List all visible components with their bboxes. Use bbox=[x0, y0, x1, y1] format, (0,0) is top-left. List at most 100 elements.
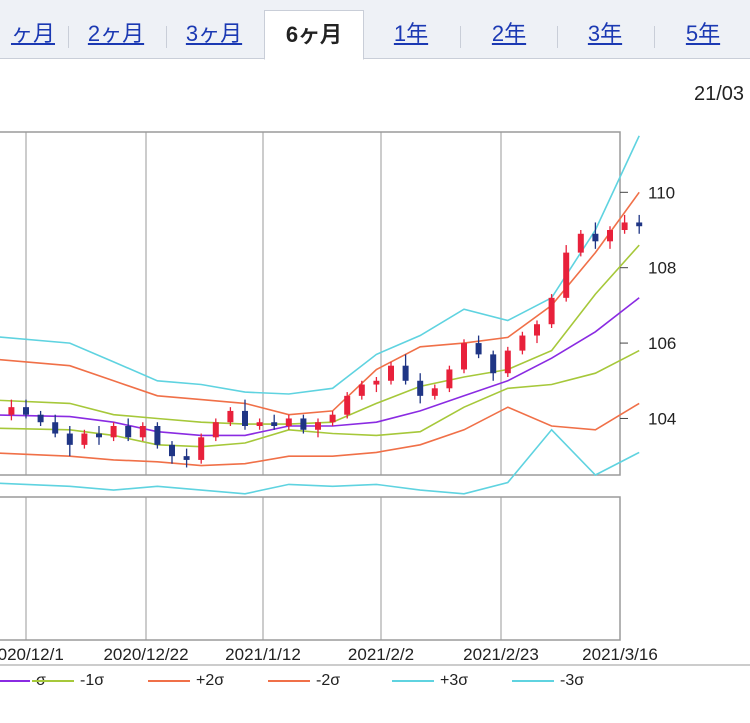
candle-body bbox=[96, 433, 102, 438]
candle bbox=[358, 380, 365, 400]
legend-item-plus3: +3σ bbox=[392, 672, 468, 690]
candle-body bbox=[592, 233, 599, 242]
candle-body bbox=[285, 418, 292, 426]
candle-body bbox=[329, 414, 336, 423]
candle-body bbox=[183, 456, 190, 460]
header-date: 21/03 bbox=[694, 83, 745, 105]
band-m1 bbox=[0, 349, 640, 448]
candle bbox=[548, 294, 555, 328]
candle-body bbox=[110, 426, 117, 438]
candle bbox=[183, 448, 190, 468]
x-tick-label: 2021/2/2 bbox=[348, 645, 414, 664]
candle-body bbox=[490, 354, 497, 374]
tab-5-years[interactable]: 5年 bbox=[685, 21, 721, 46]
y-axis-ticks: 104 106 108 110 bbox=[620, 183, 676, 428]
candle bbox=[461, 339, 467, 374]
candle bbox=[198, 433, 205, 464]
candle-body bbox=[563, 252, 570, 298]
candle bbox=[23, 399, 29, 419]
y-tick-label: 104 bbox=[648, 409, 676, 428]
candle-body bbox=[621, 222, 628, 230]
band-p1 bbox=[0, 244, 640, 425]
candle bbox=[300, 414, 307, 434]
x-axis-ticks: 2020/12/1 2020/12/22 2021/1/12 2021/2/2 2021… bbox=[0, 645, 658, 664]
tab-1-year[interactable]: 1年 bbox=[393, 21, 429, 46]
candle bbox=[417, 373, 424, 404]
tab-2-months[interactable]: 2ヶ月 bbox=[87, 21, 145, 46]
candle bbox=[446, 365, 453, 393]
candle-body bbox=[81, 433, 88, 445]
candle bbox=[256, 418, 263, 430]
candle-body bbox=[139, 426, 146, 438]
tab-separator bbox=[654, 26, 655, 48]
candle-body bbox=[417, 380, 424, 396]
tab-3-years[interactable]: 3年 bbox=[587, 21, 623, 46]
candle-body bbox=[358, 384, 365, 396]
candle bbox=[154, 422, 161, 449]
candle-body bbox=[607, 230, 613, 242]
tab-separator bbox=[460, 26, 461, 48]
candle-body bbox=[212, 422, 219, 438]
candle-body bbox=[300, 418, 307, 430]
candlesticks bbox=[8, 214, 643, 468]
candle bbox=[373, 377, 380, 393]
y-tick-label: 110 bbox=[648, 183, 675, 202]
legend-item-minus2: -2σ bbox=[268, 672, 340, 690]
candle bbox=[125, 418, 132, 442]
candle bbox=[519, 331, 526, 355]
candle-body bbox=[271, 422, 278, 426]
x-tick-label: 2021/1/12 bbox=[225, 645, 301, 664]
legend-item-plus2: +2σ bbox=[148, 672, 224, 690]
candle-body bbox=[577, 233, 584, 253]
candle bbox=[329, 410, 336, 426]
candle-body bbox=[475, 343, 482, 355]
candle bbox=[285, 414, 292, 430]
legend-item-minus3: -3σ bbox=[512, 672, 584, 690]
tab-2-years[interactable]: 2年 bbox=[491, 21, 527, 46]
candle bbox=[52, 414, 59, 438]
legend: σ -1σ +2σ -2σ +3σ -3σ bbox=[0, 668, 750, 698]
candle bbox=[344, 392, 351, 419]
candle bbox=[110, 422, 117, 442]
candle bbox=[607, 226, 613, 249]
tab-separator bbox=[68, 26, 69, 48]
candle-body bbox=[388, 365, 394, 381]
candle bbox=[212, 418, 219, 442]
candle-body bbox=[446, 369, 453, 389]
candle bbox=[592, 222, 599, 249]
candle bbox=[388, 361, 394, 385]
candle-body bbox=[315, 422, 321, 430]
candle-body bbox=[8, 407, 15, 415]
x-tick-label: 2020/12/1 bbox=[0, 645, 64, 664]
chart-grid bbox=[0, 131, 750, 666]
tab-3-months[interactable]: 3ヶ月 bbox=[185, 21, 243, 46]
tab-1-month[interactable]: ヶ月 bbox=[10, 21, 55, 46]
candle bbox=[315, 418, 321, 438]
candle-body bbox=[242, 410, 248, 426]
x-tick-label: 2021/2/23 bbox=[463, 645, 539, 664]
candle-body bbox=[548, 297, 555, 325]
candle-body bbox=[125, 426, 132, 438]
band-p3 bbox=[0, 135, 640, 395]
band-ma bbox=[0, 297, 640, 437]
candle bbox=[96, 426, 102, 445]
candle bbox=[37, 410, 44, 426]
candle-body bbox=[169, 444, 175, 457]
band-m3 bbox=[0, 428, 640, 495]
candle bbox=[563, 245, 570, 302]
candle-body bbox=[461, 343, 467, 370]
candle-body bbox=[256, 422, 263, 426]
band-p2 bbox=[0, 191, 640, 416]
tab-6-months[interactable]: 6ヶ月 bbox=[264, 10, 364, 60]
candle bbox=[227, 407, 234, 426]
candle-body bbox=[402, 365, 409, 381]
candle bbox=[402, 354, 409, 385]
x-tick-label: 2020/12/22 bbox=[103, 645, 188, 664]
candle bbox=[534, 320, 540, 344]
bollinger-bands bbox=[0, 135, 640, 495]
y-tick-label: 106 bbox=[648, 334, 676, 353]
candle-body bbox=[52, 422, 59, 434]
candle bbox=[475, 335, 482, 359]
candle bbox=[577, 230, 584, 257]
